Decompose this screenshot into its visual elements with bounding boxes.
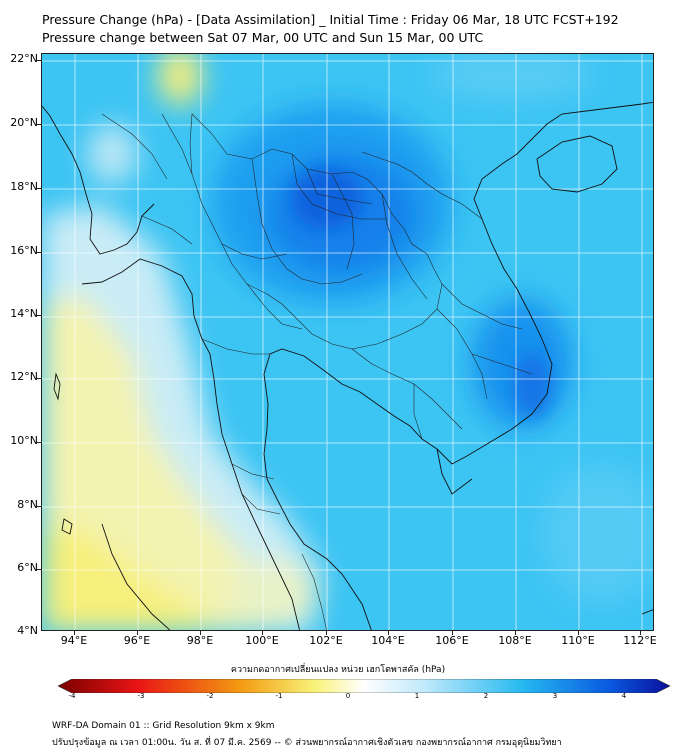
lat-label: 8°N (17, 498, 38, 511)
lon-label: 98°E (186, 634, 214, 647)
lon-label: 96°E (123, 634, 151, 647)
lat-label: 22°N (10, 52, 38, 65)
lon-label: 94°E (60, 634, 88, 647)
colorbar-tick: 1 (414, 692, 420, 700)
map-title: Pressure Change (hPa) - [Data Assimilati… (42, 12, 619, 27)
lon-tick (452, 631, 453, 635)
lat-tick (37, 124, 41, 125)
colorbar-tick: 3 (552, 692, 558, 700)
colorbar-tick: 4 (621, 692, 627, 700)
lon-tick (640, 631, 641, 635)
map-area[interactable] (41, 53, 654, 631)
lat-label: 14°N (10, 307, 38, 320)
colorbar (58, 679, 670, 693)
lat-label: 10°N (10, 434, 38, 447)
lat-label: 6°N (17, 561, 38, 574)
lon-label: 110°E (561, 634, 595, 647)
coastlines (42, 101, 653, 630)
map-subtitle: Pressure change between Sat 07 Mar, 00 U… (42, 30, 484, 45)
lat-tick (37, 378, 41, 379)
lon-tick (515, 631, 516, 635)
lon-tick (262, 631, 263, 635)
lon-label: 104°E (371, 634, 405, 647)
colorbar-tick: -2 (206, 692, 214, 700)
lon-tick (200, 631, 201, 635)
lon-tick (74, 631, 75, 635)
lat-label: 18°N (10, 180, 38, 193)
lon-label: 102°E (309, 634, 343, 647)
lat-tick (37, 315, 41, 316)
admin-borders (101, 113, 533, 630)
colorbar-tick: -3 (137, 692, 145, 700)
lat-tick (37, 60, 41, 61)
lon-label: 108°E (498, 634, 532, 647)
lon-tick (578, 631, 579, 635)
lat-label: 12°N (10, 370, 38, 383)
colorbar-tick: -4 (68, 692, 76, 700)
colorbar-tick: 2 (483, 692, 489, 700)
colorbar-label: ความกดอากาศเปลี่ยนแปลง หน่วย เฮกโตพาสคัล… (230, 665, 446, 675)
lon-tick (326, 631, 327, 635)
colorbar-tick: -1 (275, 692, 283, 700)
lat-tick (37, 252, 41, 253)
lat-tick (37, 506, 41, 507)
footer-credit: ปรับปรุงข้อมูล ณ เวลา 01:00น. วัน ส. ที่… (52, 738, 562, 748)
pressure-field (42, 54, 653, 630)
lon-label: 106°E (435, 634, 469, 647)
lon-tick (137, 631, 138, 635)
coastline-islands (101, 523, 653, 630)
lat-tick (37, 188, 41, 189)
footer-domain: WRF-DA Domain 01 :: Grid Resolution 9km … (52, 721, 275, 731)
lat-label: 4°N (17, 624, 38, 637)
lat-label: 16°N (10, 244, 38, 257)
lat-tick (37, 442, 41, 443)
colorbar-tick: 0 (345, 692, 351, 700)
lon-label: 112°E (623, 634, 657, 647)
lon-tick (388, 631, 389, 635)
lat-label: 20°N (10, 116, 38, 129)
lon-label: 100°E (245, 634, 279, 647)
lat-tick (37, 569, 41, 570)
